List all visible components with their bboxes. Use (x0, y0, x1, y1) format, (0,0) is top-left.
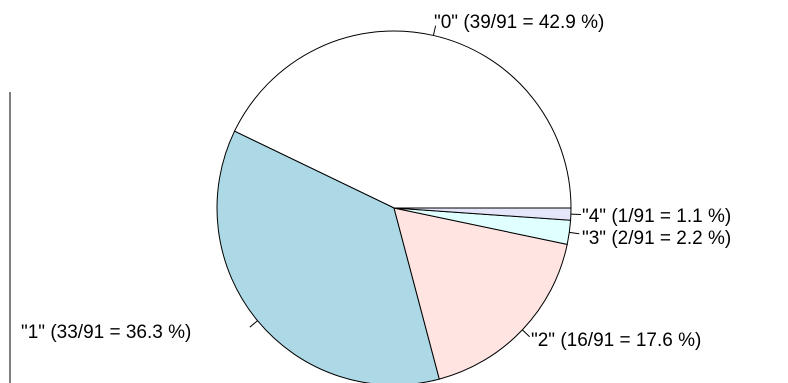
label-leaders (249, 25, 581, 338)
pie-slices (216, 30, 572, 383)
slice-label-4: "4" (1/91 = 1.1 %) (582, 206, 731, 227)
slice-label-2: "2" (16/91 = 17.6 %) (531, 330, 701, 351)
slice-label-0: "0" (39/91 = 42.9 %) (434, 12, 604, 33)
leader-line-3 (569, 231, 580, 235)
slice-label-3: "3" (2/91 = 2.2 %) (582, 228, 731, 249)
slice-label-1: "1" (33/91 = 36.3 %) (21, 322, 191, 343)
pie-slice-1 (216, 130, 440, 383)
leader-line-0 (432, 25, 437, 36)
pie-slice-2 (393, 207, 568, 380)
leader-line-2 (522, 329, 530, 338)
leader-line-1 (249, 320, 258, 328)
pie-slice-0 (233, 30, 572, 209)
slice-labels: "0" (39/91 = 42.9 %) "1" (33/91 = 36.3 %)… (21, 12, 731, 351)
